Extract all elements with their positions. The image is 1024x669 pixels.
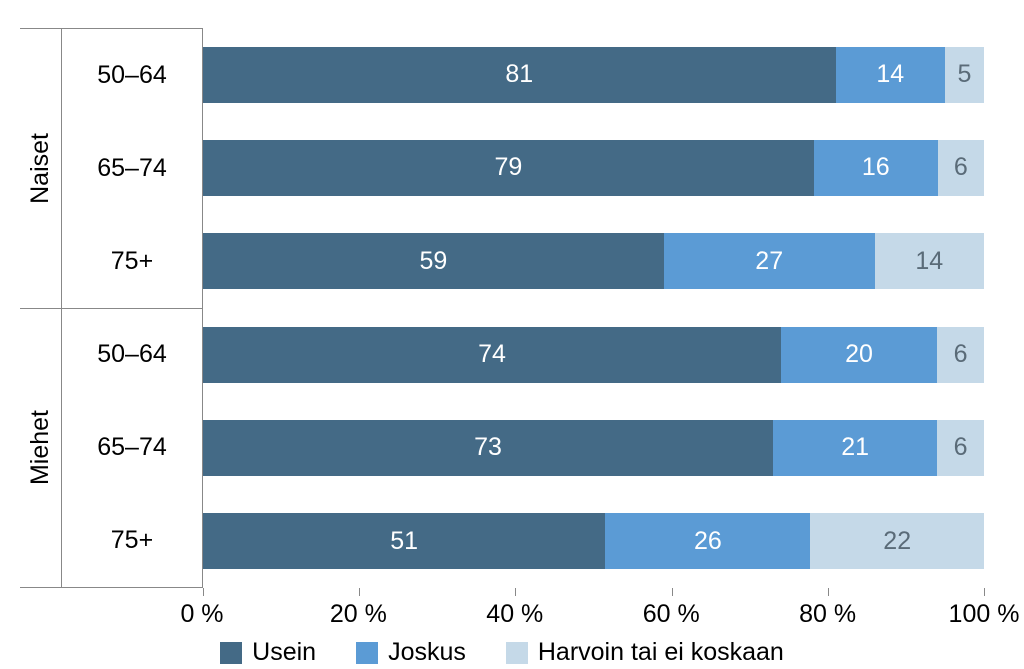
bar-segment: 81	[203, 47, 836, 103]
bar: 74206	[203, 327, 984, 383]
legend-swatch	[506, 642, 528, 664]
bar-segment: 26	[605, 513, 810, 569]
category-label: 50–64	[62, 29, 202, 122]
legend-label: Usein	[252, 638, 316, 667]
bar-segment: 22	[810, 513, 984, 569]
x-axis-label: 40 %	[486, 600, 543, 629]
legend-item: Usein	[220, 638, 316, 667]
x-axis-label: 100 %	[949, 600, 1020, 629]
bar-segment: 74	[203, 327, 781, 383]
x-tick	[828, 588, 829, 596]
bar-segment: 21	[773, 420, 937, 476]
x-tick	[359, 588, 360, 596]
bar-group: 7420673216512622	[203, 308, 984, 588]
x-tick	[515, 588, 516, 596]
group-label: Miehet	[26, 410, 55, 485]
bar: 79166	[203, 140, 984, 196]
x-tick	[984, 588, 985, 596]
bar-segment: 79	[203, 140, 814, 196]
bar-segment: 73	[203, 420, 773, 476]
bar-segment: 5	[945, 47, 984, 103]
legend-label: Harvoin tai ei koskaan	[538, 638, 784, 667]
bar-slot: 592714	[203, 215, 984, 308]
category-axis: 50–64 65–74 75+ 50–64 65–74 75+	[62, 28, 202, 588]
category-label: 75+	[62, 215, 202, 308]
bar-group: 8114579166592714	[203, 28, 984, 308]
group-cell: Naiset	[20, 28, 62, 309]
group-label: Naiset	[26, 133, 55, 204]
x-axis-label: 80 %	[799, 600, 856, 629]
bar-slot: 74206	[203, 308, 984, 401]
category-group: 50–64 65–74 75+	[62, 309, 202, 589]
bar: 512622	[203, 513, 984, 569]
bar-segment: 6	[937, 420, 984, 476]
bar-slot: 81145	[203, 28, 984, 121]
x-tick	[672, 588, 673, 596]
x-axis-label: 20 %	[330, 600, 387, 629]
category-group: 50–64 65–74 75+	[62, 28, 202, 309]
bar: 73216	[203, 420, 984, 476]
bar-segment: 59	[203, 233, 664, 289]
stacked-bar-chart: Naiset Miehet 50–64 65–74 75+ 50–64 65–7…	[0, 0, 1024, 669]
bar-segment: 6	[938, 140, 984, 196]
bar-segment: 16	[814, 140, 938, 196]
plot-inner: 81145791665927147420673216512622	[202, 28, 984, 588]
bar-segment: 51	[203, 513, 605, 569]
group-cell: Miehet	[20, 309, 62, 589]
bar-segment: 20	[781, 327, 937, 383]
bar: 81145	[203, 47, 984, 103]
category-label: 65–74	[62, 122, 202, 215]
bar-segment: 14	[875, 233, 984, 289]
bar-slot: 512622	[203, 495, 984, 588]
bar-segment: 27	[664, 233, 875, 289]
legend-item: Joskus	[356, 638, 466, 667]
bar-segment: 6	[937, 327, 984, 383]
x-axis-labels: 0 %20 %40 %60 %80 %100 %	[202, 596, 984, 632]
group-axis: Naiset Miehet	[20, 28, 62, 588]
bar-segment: 14	[836, 47, 945, 103]
bar: 592714	[203, 233, 984, 289]
category-label: 50–64	[62, 309, 202, 402]
chart-main: Naiset Miehet 50–64 65–74 75+ 50–64 65–7…	[20, 28, 984, 588]
legend-label: Joskus	[388, 638, 466, 667]
legend-swatch	[220, 642, 242, 664]
legend: Usein Joskus Harvoin tai ei koskaan	[20, 638, 984, 667]
legend-swatch	[356, 642, 378, 664]
legend-item: Harvoin tai ei koskaan	[506, 638, 784, 667]
x-axis-label: 0 %	[180, 600, 223, 629]
x-axis-label: 60 %	[643, 600, 700, 629]
bars-area: 81145791665927147420673216512622	[203, 28, 984, 588]
bar-slot: 79166	[203, 121, 984, 214]
plot-area: 81145791665927147420673216512622	[202, 28, 984, 588]
category-label: 75+	[62, 494, 202, 587]
x-axis: 0 %20 %40 %60 %80 %100 %	[20, 596, 984, 632]
bar-slot: 73216	[203, 401, 984, 494]
category-label: 65–74	[62, 401, 202, 494]
x-tick	[203, 588, 204, 596]
